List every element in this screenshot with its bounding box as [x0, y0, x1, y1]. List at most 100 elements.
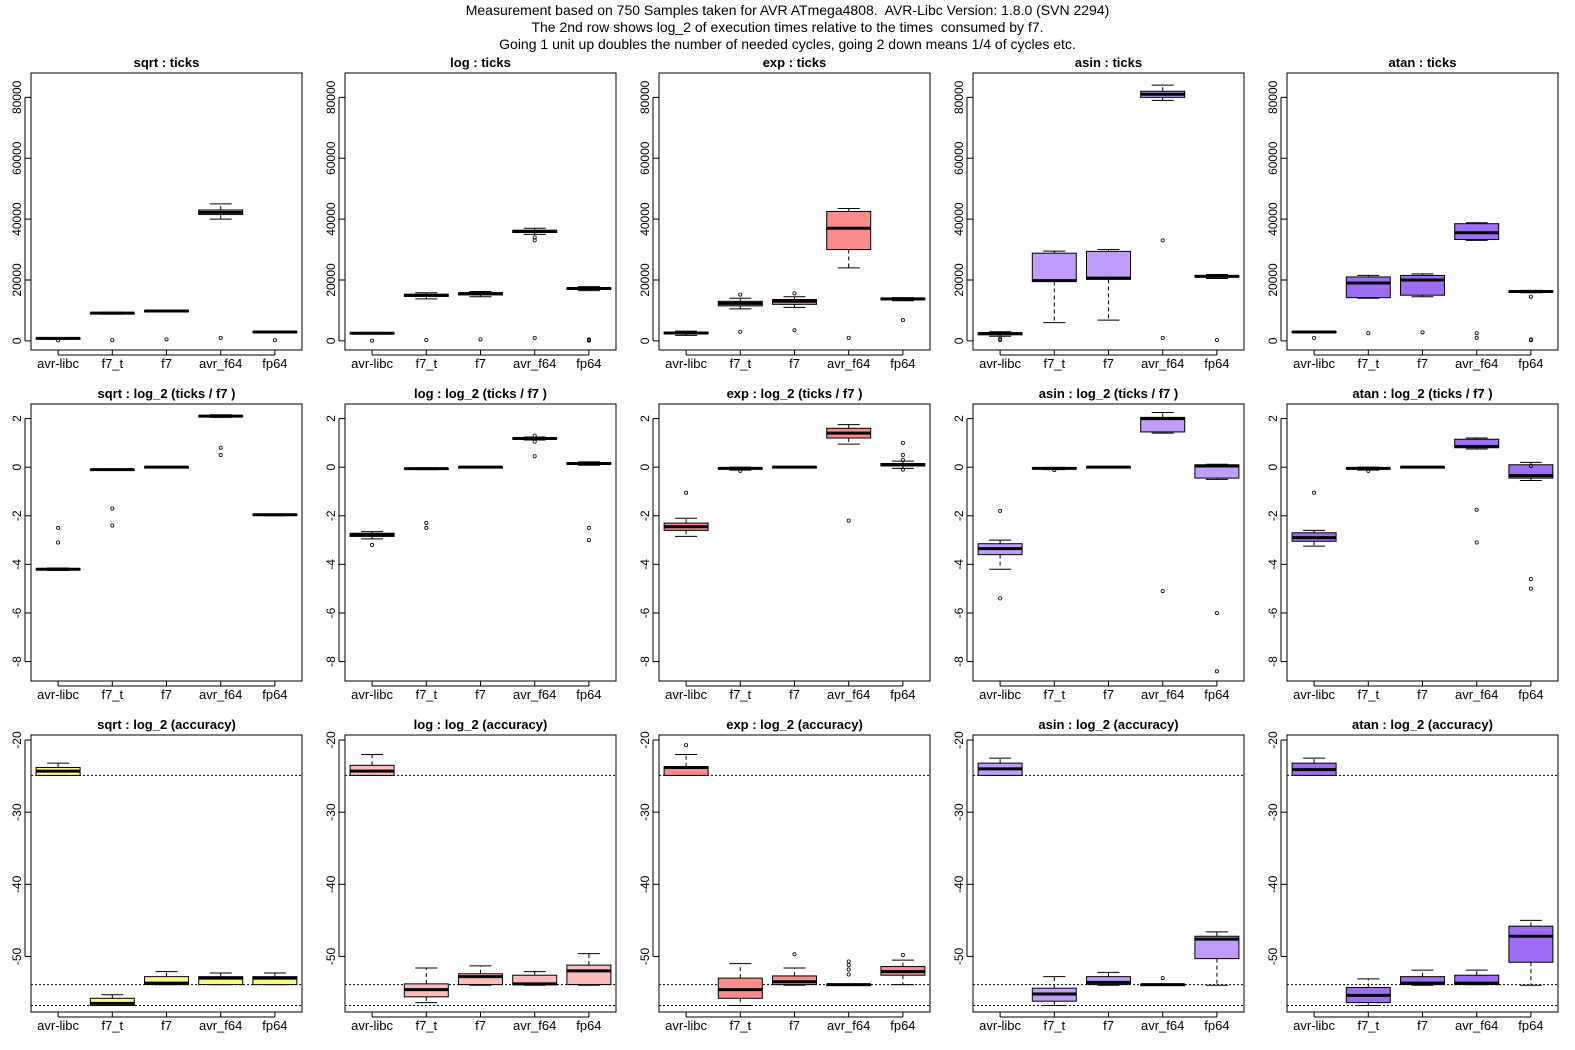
box-avr_f64 [512, 227, 558, 340]
panel-frame [30, 72, 303, 351]
outlier-point [1528, 586, 1533, 591]
y-tick-label: 40000 [952, 202, 966, 236]
outlier-point [1366, 468, 1371, 473]
box-avr_f64 [1140, 976, 1186, 987]
x-tick-label: f7_t [1043, 356, 1065, 371]
outlier-point [1052, 468, 1057, 473]
panel-title: sqrt : ticks [134, 55, 200, 70]
box-f7 [458, 291, 503, 342]
panel-frame [972, 403, 1245, 682]
x-tick-label: fp64 [890, 356, 915, 371]
outlier-point [846, 518, 851, 523]
y-tick-label: -8 [952, 656, 966, 667]
outlier-point [738, 468, 743, 473]
y-tick-label: 0 [952, 464, 966, 471]
outlier-point [586, 337, 591, 342]
y-tick-label: -8 [324, 656, 338, 667]
panel-title: atan : log_2 (accuracy) [1352, 717, 1493, 732]
panel-frame [30, 403, 303, 682]
x-tick-label: f7_t [415, 687, 437, 702]
panel-title: asin : log_2 (accuracy) [1038, 717, 1178, 732]
outlier-point [846, 967, 851, 972]
outlier-point [684, 490, 689, 495]
box-f7_t [403, 292, 449, 342]
figure-header: Measurement based on 750 Samples taken f… [0, 2, 1575, 53]
y-tick-label: -2 [952, 510, 966, 521]
y-tick-label: -30 [324, 803, 338, 821]
box-f7_t [403, 967, 449, 1004]
box-f7 [1400, 969, 1445, 986]
outlier-point [900, 318, 905, 323]
x-tick-label: avr_f64 [1455, 687, 1498, 702]
panel-asin-rel: asin : log_2 (ticks / f7 ) -8 -6 -4 -2 0 2 avr-… [952, 386, 1245, 702]
box-fp64 [566, 953, 612, 986]
box-avr-libc [35, 336, 81, 343]
x-tick-label: avr_f64 [1141, 356, 1184, 371]
box-fp64 [1194, 931, 1240, 986]
x-tick-label: avr-libc [1293, 687, 1335, 702]
x-tick-label: f7 [1417, 356, 1428, 371]
panel-sqrt-acc: sqrt : log_2 (accuracy) -20 -30 -40 -50 avr-l… [10, 717, 303, 1033]
x-tick-label: avr_f64 [199, 1018, 242, 1033]
panel-frame [658, 734, 931, 1013]
x-tick-label: avr_f64 [513, 356, 556, 371]
y-tick-label: 2 [1266, 415, 1280, 422]
outlier-point [792, 291, 797, 296]
panel-title: exp : log_2 (accuracy) [726, 717, 863, 732]
y-tick-label: 20000 [952, 263, 966, 297]
outlier-point [792, 952, 797, 957]
y-tick-label: 20000 [324, 263, 338, 297]
x-tick-label: f7_t [1357, 687, 1379, 702]
iqr-box [826, 211, 872, 251]
outlier-point [738, 329, 743, 334]
y-tick-label: -40 [1266, 875, 1280, 893]
box-avr-libc [977, 757, 1023, 776]
header-line-1: Measurement based on 750 Samples taken f… [465, 2, 1110, 18]
x-tick-label: f7_t [1357, 1018, 1379, 1033]
x-tick-label: fp64 [576, 1018, 601, 1033]
box-f7 [458, 965, 503, 986]
box-avr-libc [1291, 490, 1337, 547]
box-f7 [772, 952, 817, 986]
y-tick-label: 40000 [10, 202, 24, 236]
panel-frame [344, 72, 617, 351]
box-avr-libc [663, 330, 709, 336]
panel-frame [30, 734, 303, 1013]
outlier-point [1214, 669, 1219, 674]
box-f7_t [1031, 250, 1077, 324]
y-tick-label: -20 [1266, 731, 1280, 749]
y-tick-label: 40000 [638, 202, 652, 236]
x-tick-label: avr-libc [37, 1018, 79, 1033]
y-tick-label: 80000 [10, 80, 24, 114]
x-tick-label: avr_f64 [199, 356, 242, 371]
x-tick-label: fp64 [1204, 356, 1229, 371]
panel-exp-acc: exp : log_2 (accuracy) -20 -30 -40 -50 avr-li… [638, 717, 931, 1033]
y-tick-label: 0 [1266, 464, 1280, 471]
panel-title: asin : ticks [1075, 55, 1142, 70]
panel-exp-ticks: exp : ticks 0 20000 40000 60000 80000 avr-libc… [638, 55, 931, 371]
y-tick-label: 20000 [638, 263, 652, 297]
x-tick-label: f7 [1103, 687, 1114, 702]
y-tick-label: -50 [1266, 947, 1280, 965]
panel-atan-acc: atan : log_2 (accuracy) -20 -30 -40 -50 avr-l… [1266, 717, 1559, 1033]
x-tick-label: avr-libc [351, 356, 393, 371]
y-tick-label: -50 [952, 947, 966, 965]
outlier-point [900, 453, 905, 458]
outlier-point [998, 596, 1003, 601]
x-tick-label: fp64 [1518, 687, 1543, 702]
y-tick-label: -20 [638, 731, 652, 749]
outlier-point [56, 338, 61, 343]
y-tick-label: -6 [638, 607, 652, 618]
y-tick-label: 0 [324, 464, 338, 471]
y-tick-label: -50 [10, 947, 24, 965]
box-f7 [1400, 465, 1445, 469]
y-tick-label: 20000 [10, 263, 24, 297]
iqr-box [1345, 276, 1391, 299]
outlier-point [110, 338, 115, 343]
outlier-point [532, 335, 537, 340]
panel-frame [344, 403, 617, 682]
x-tick-label: avr-libc [1293, 1018, 1335, 1033]
x-tick-label: f7_t [415, 1018, 437, 1033]
header-line-2: The 2nd row shows log_2 of execution tim… [531, 19, 1044, 35]
y-tick-label: -4 [10, 559, 24, 570]
